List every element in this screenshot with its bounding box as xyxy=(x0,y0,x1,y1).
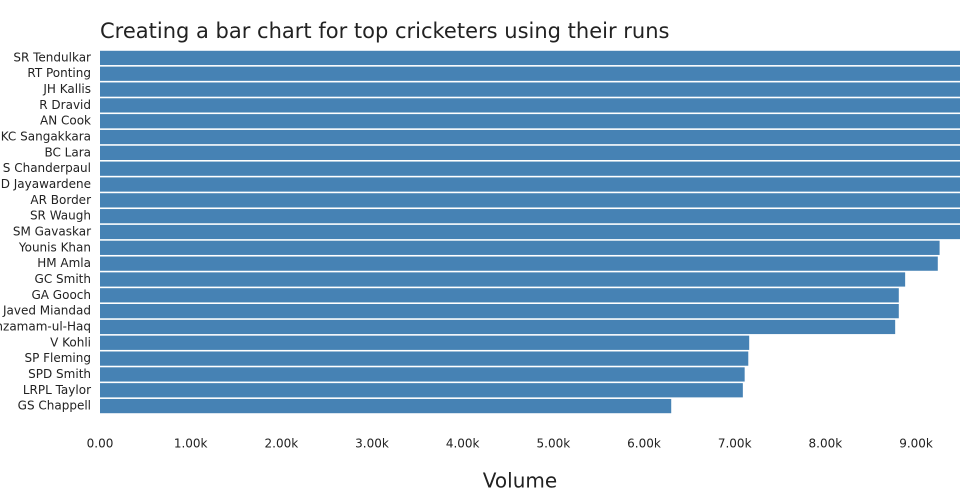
chart-title: Creating a bar chart for top cricketers … xyxy=(100,19,669,43)
x-tick-label: 9.00k xyxy=(899,437,933,451)
x-tick-label: 4.00k xyxy=(446,437,480,451)
bar xyxy=(100,129,960,145)
x-tick-label: 1.00k xyxy=(174,437,208,451)
y-tick-label: GS Chappell xyxy=(18,399,91,413)
y-tick-label: DPMD Jayawardene xyxy=(0,177,91,191)
x-tick-label: 2.00k xyxy=(265,437,299,451)
bar xyxy=(100,161,960,176)
y-tick-label: S Chanderpaul xyxy=(3,161,91,175)
bar xyxy=(100,224,960,240)
x-tick-label: 6.00k xyxy=(627,437,661,451)
y-tick-label: V Kohli xyxy=(50,335,91,349)
bar xyxy=(100,319,896,335)
y-tick-label: SP Fleming xyxy=(24,351,91,365)
y-tick-label: Younis Khan xyxy=(18,240,91,254)
bar xyxy=(100,272,906,287)
bar xyxy=(100,383,743,398)
bar xyxy=(100,193,960,208)
y-tick-label: GA Gooch xyxy=(31,288,91,302)
bar xyxy=(100,351,749,366)
y-tick-label: SR Tendulkar xyxy=(13,50,91,64)
bar xyxy=(100,256,938,271)
y-tick-label: RT Ponting xyxy=(27,66,91,80)
y-tick-label: SR Waugh xyxy=(30,209,91,223)
bar xyxy=(100,98,960,113)
y-tick-label: AR Border xyxy=(30,193,91,207)
y-tick-label: GC Smith xyxy=(35,272,91,286)
x-tick-label: 8.00k xyxy=(809,437,843,451)
bar xyxy=(100,367,745,382)
bar xyxy=(100,240,940,255)
y-tick-label: KC Sangakkara xyxy=(1,130,91,144)
y-tick-label: SM Gavaskar xyxy=(13,225,91,239)
x-axis-title: Volume xyxy=(483,469,557,493)
bar xyxy=(100,209,960,224)
y-tick-label: BC Lara xyxy=(44,145,91,159)
y-tick-label: LRPL Taylor xyxy=(23,383,91,397)
y-tick-label: HM Amla xyxy=(37,256,91,270)
bar xyxy=(100,50,960,66)
bar xyxy=(100,288,899,303)
bar xyxy=(100,398,672,414)
x-tick-label: 3.00k xyxy=(355,437,389,451)
bar xyxy=(100,114,960,129)
y-tick-label: AN Cook xyxy=(40,114,91,128)
y-tick-label: R Dravid xyxy=(39,98,91,112)
bar xyxy=(100,66,960,81)
y-tick-label: SPD Smith xyxy=(28,367,91,381)
bar xyxy=(100,82,960,97)
bar xyxy=(100,177,960,192)
x-tick-label: 5.00k xyxy=(537,437,571,451)
y-tick-label: Javed Miandad xyxy=(2,304,91,318)
bar xyxy=(100,145,960,160)
y-tick-label: Inzamam-ul-Haq xyxy=(0,319,91,333)
bars xyxy=(100,50,960,414)
y-tick-label: JH Kallis xyxy=(42,82,91,96)
bar xyxy=(100,335,750,350)
bar xyxy=(100,304,899,319)
x-tick-label: 0.00 xyxy=(87,437,114,451)
x-tick-label: 7.00k xyxy=(718,437,752,451)
